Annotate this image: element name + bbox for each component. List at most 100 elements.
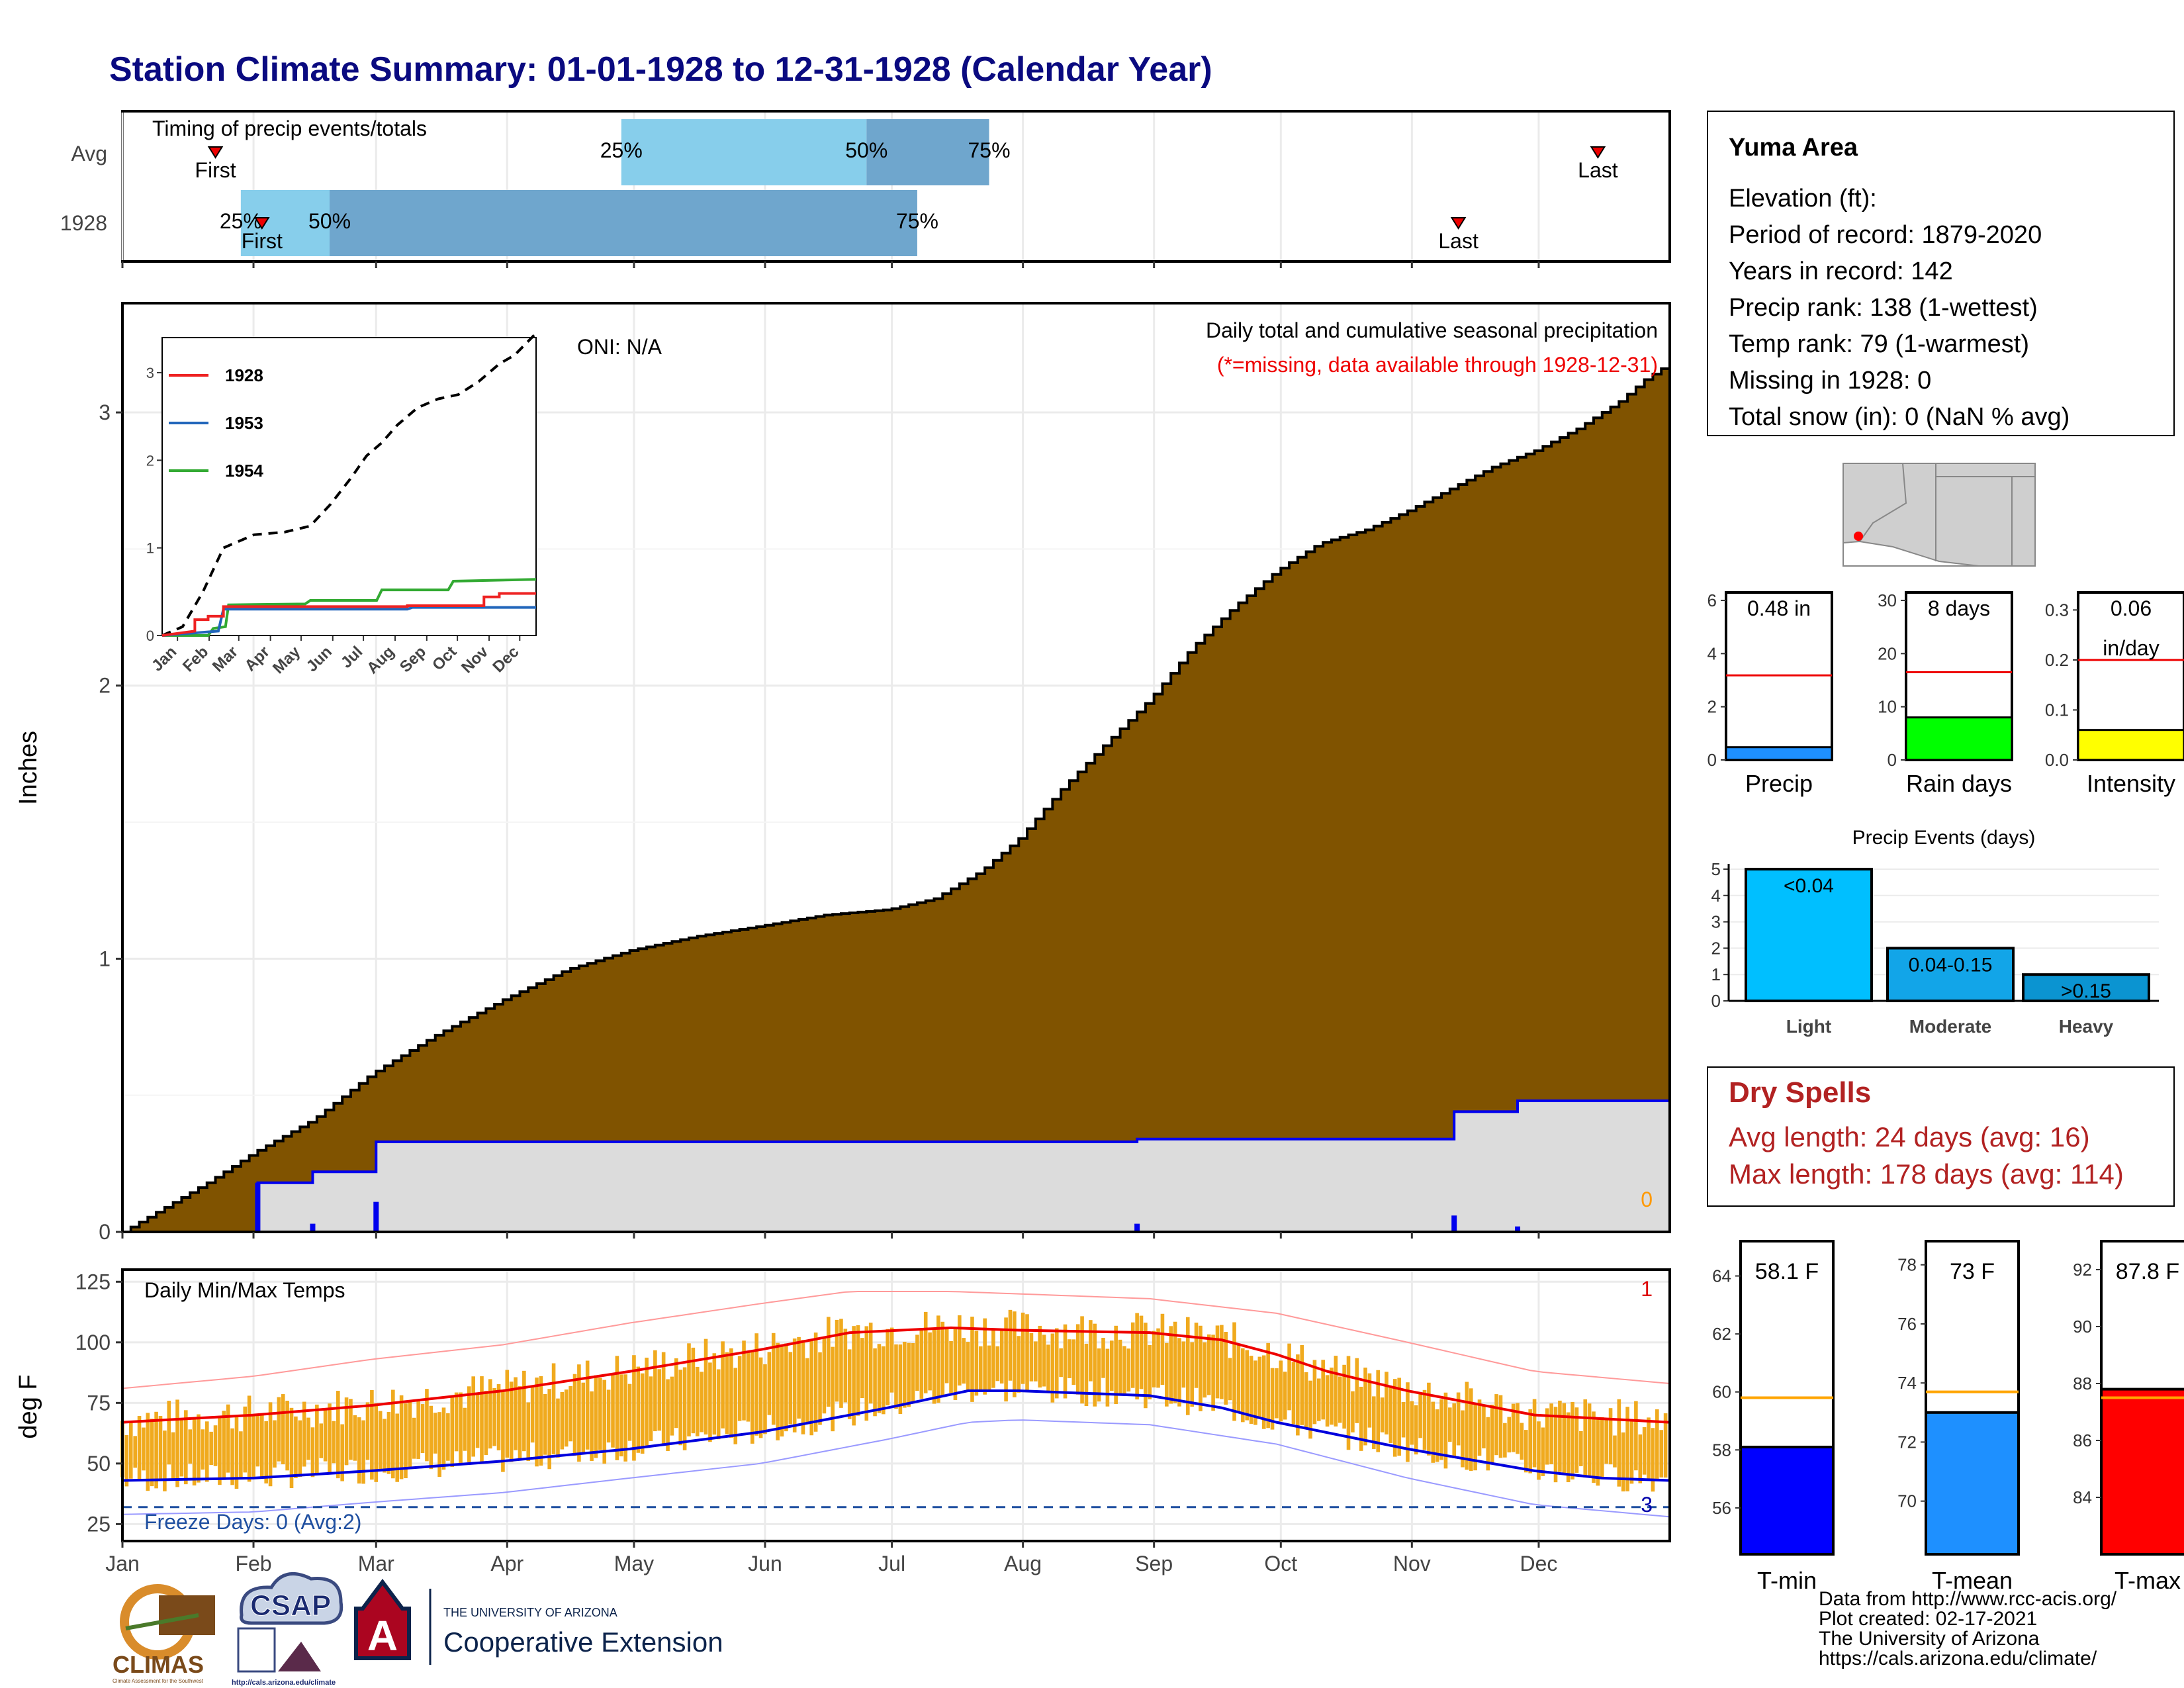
- temp-daily-bar: [1511, 1403, 1516, 1452]
- temp-daily-bar: [535, 1377, 539, 1467]
- temp-daily-bar: [302, 1401, 306, 1467]
- temp-daily-bar: [771, 1333, 776, 1425]
- timing-pct-label-avg: 50%: [845, 138, 887, 162]
- temp-daily-bar: [179, 1420, 184, 1477]
- month-label: Dec: [1520, 1552, 1558, 1575]
- temp-daily-bar: [1321, 1360, 1325, 1420]
- temp-daily-bar: [1245, 1350, 1250, 1421]
- temp-daily-bar: [310, 1427, 315, 1477]
- temp-daily-bar: [260, 1414, 264, 1478]
- temp-daily-bar: [501, 1391, 505, 1472]
- station-line-years: Years in record: 142: [1729, 258, 1953, 285]
- temp-daily-bar: [1257, 1356, 1262, 1417]
- precip-panel-tick-label: 2: [1707, 697, 1717, 717]
- temp-daily-bar: [1385, 1372, 1388, 1434]
- precip-panel-label: Rain days: [1906, 770, 2012, 797]
- temp-daily-bar: [1054, 1328, 1059, 1399]
- temp-daily-bar: [425, 1389, 429, 1462]
- record-max-line: [122, 1290, 1670, 1389]
- temp-daily-bar: [784, 1343, 788, 1432]
- credit-line-created: Plot created: 02-17-2021: [1819, 1608, 2037, 1630]
- temp-daily-bar: [556, 1398, 560, 1458]
- month-label: Aug: [1004, 1552, 1042, 1575]
- temp-daily-bar: [966, 1342, 970, 1391]
- temp-daily-bar: [716, 1369, 721, 1440]
- temp-daily-bar: [488, 1379, 492, 1449]
- temp-daily-bar: [1291, 1362, 1296, 1425]
- temp-daily-bar: [1025, 1314, 1029, 1393]
- temp-daily-bar: [657, 1369, 662, 1431]
- temp-daily-bar: [860, 1338, 864, 1399]
- temp-daily-bar: [649, 1376, 653, 1441]
- temp-title: Daily Min/Max Temps: [144, 1278, 345, 1302]
- temp-daily-bar: [1461, 1410, 1465, 1468]
- ua-extension-logo: A THE UNIVERSITY OF ARIZONA Cooperative …: [354, 1579, 723, 1665]
- temp-daily-bar: [1541, 1427, 1545, 1476]
- precip-panel-label: Intensity: [2087, 770, 2175, 797]
- temp-y-tick-label: 125: [75, 1270, 111, 1293]
- precip-panel-value: 0.06: [2111, 596, 2152, 620]
- station-line-elevation: Elevation (ft):: [1729, 185, 1877, 212]
- main-y-label: Inches: [15, 731, 42, 805]
- temp-daily-bar: [158, 1415, 163, 1479]
- temp-daily-bar: [763, 1364, 767, 1434]
- temp-daily-bar: [915, 1335, 919, 1391]
- station-line-precip-rank: Precip rank: 138 (1-wettest): [1729, 294, 2038, 322]
- oni-label: ONI: N/A: [577, 335, 662, 359]
- month-label: Oct: [1264, 1552, 1297, 1575]
- temp-daily-bar: [222, 1411, 226, 1480]
- temp-daily-bar: [514, 1377, 518, 1450]
- temp-daily-bar: [902, 1341, 907, 1408]
- year-cumulative-fill: [122, 1100, 1670, 1232]
- temp-daily-bar: [383, 1419, 387, 1473]
- temp-daily-bar: [184, 1410, 188, 1485]
- temp-daily-bar: [467, 1386, 471, 1462]
- temp-daily-bar: [353, 1415, 357, 1461]
- temp-daily-bar: [1422, 1389, 1427, 1450]
- dry-spells-box: Dry Spells Avg length: 24 days (avg: 16)…: [1707, 1066, 2175, 1207]
- temp-daily-bar: [146, 1413, 150, 1491]
- temp-daily-bar: [983, 1318, 987, 1395]
- temp-daily-bar: [239, 1431, 243, 1479]
- temp-daily-bar: [547, 1389, 551, 1470]
- temp-daily-bar: [192, 1418, 197, 1486]
- temp-daily-bar: [1600, 1417, 1604, 1479]
- temp-daily-bar: [480, 1376, 484, 1464]
- temp-panel-tick-label: 62: [1712, 1324, 1731, 1344]
- temp-daily-bar: [163, 1430, 167, 1491]
- credits: Data from http://www.rcc-acis.org/ Plot …: [1819, 1588, 2117, 1669]
- temp-daily-bar: [378, 1411, 383, 1470]
- temp-daily-bar: [928, 1332, 932, 1391]
- temp-daily-bar: [404, 1403, 408, 1479]
- month-label: Jan: [105, 1552, 140, 1575]
- month-label: Jun: [748, 1552, 782, 1575]
- temp-panel-tick-label: 84: [2073, 1487, 2092, 1507]
- temp-daily-bar: [1642, 1427, 1647, 1475]
- main-y-tick-label: 1: [99, 947, 111, 970]
- temp-daily-bar: [1634, 1401, 1638, 1471]
- temp-daily-bar: [1194, 1323, 1199, 1388]
- temp-daily-bar: [1532, 1399, 1537, 1468]
- temp-daily-bar: [962, 1338, 966, 1384]
- daily-precip-bar: [1134, 1223, 1140, 1232]
- temp-daily-bar: [171, 1432, 175, 1480]
- temp-panel-tick-label: 76: [1897, 1314, 1917, 1334]
- temp-daily-bar: [645, 1357, 649, 1446]
- temp-daily-bar: [281, 1394, 285, 1465]
- temp-daily-bar: [1279, 1360, 1283, 1422]
- temp-daily-bar: [285, 1401, 289, 1471]
- temp-daily-bar: [306, 1417, 310, 1460]
- temp-daily-bar: [894, 1344, 898, 1409]
- temp-daily-bar: [590, 1391, 594, 1461]
- temp-daily-bar: [1084, 1343, 1089, 1407]
- temp-daily-bar: [839, 1319, 843, 1408]
- temp-daily-bar: [1105, 1348, 1110, 1407]
- temp-panel-tick-label: 88: [2073, 1374, 2092, 1393]
- precip-panel-bar: [2077, 729, 2184, 761]
- temp-daily-bar: [1469, 1388, 1473, 1472]
- temp-daily-bar: [1152, 1331, 1156, 1387]
- temp-daily-bar: [1651, 1428, 1655, 1492]
- temp-daily-bar: [1097, 1348, 1101, 1402]
- temp-daily-bar: [365, 1402, 370, 1460]
- credit-line-source: Data from http://www.rcc-acis.org/: [1819, 1588, 2117, 1610]
